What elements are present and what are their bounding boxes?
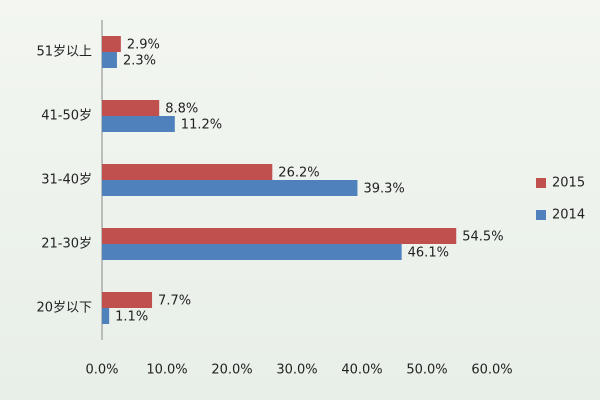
bar xyxy=(102,292,153,308)
bar xyxy=(102,116,175,132)
x-tick-label: 50.0% xyxy=(406,363,447,378)
x-tick-label: 0.0% xyxy=(85,363,118,378)
bar xyxy=(102,100,160,116)
value-label: 2.3% xyxy=(123,54,156,69)
bar xyxy=(102,308,110,324)
y-tick-label: 20岁以下 xyxy=(36,301,92,316)
value-label: 8.8% xyxy=(165,102,198,117)
bar xyxy=(102,52,117,68)
y-tick-label: 41-50岁 xyxy=(41,109,92,124)
legend-swatch xyxy=(536,210,546,220)
bar xyxy=(102,36,121,52)
legend-label: 2015 xyxy=(552,176,585,191)
x-tick-label: 40.0% xyxy=(341,363,382,378)
value-label: 26.2% xyxy=(278,166,319,181)
legend-label: 2014 xyxy=(552,208,585,223)
y-tick-label: 51岁以上 xyxy=(36,45,92,60)
x-tick-label: 30.0% xyxy=(276,363,317,378)
legend-swatch xyxy=(536,178,546,188)
value-label: 54.5% xyxy=(462,230,503,245)
value-label: 7.7% xyxy=(158,294,191,309)
y-tick-label: 21-30岁 xyxy=(41,237,92,252)
value-label: 11.2% xyxy=(181,118,222,133)
x-tick-label: 20.0% xyxy=(211,363,252,378)
bar xyxy=(102,244,402,260)
bar xyxy=(102,180,358,196)
y-tick-label: 31-40岁 xyxy=(41,173,92,188)
value-label: 1.1% xyxy=(115,310,148,325)
bar xyxy=(102,228,457,244)
x-tick-label: 60.0% xyxy=(471,363,512,378)
bar xyxy=(102,164,273,180)
value-label: 46.1% xyxy=(408,246,449,261)
x-tick-label: 10.0% xyxy=(146,363,187,378)
value-label: 39.3% xyxy=(363,182,404,197)
value-label: 2.9% xyxy=(127,38,160,53)
